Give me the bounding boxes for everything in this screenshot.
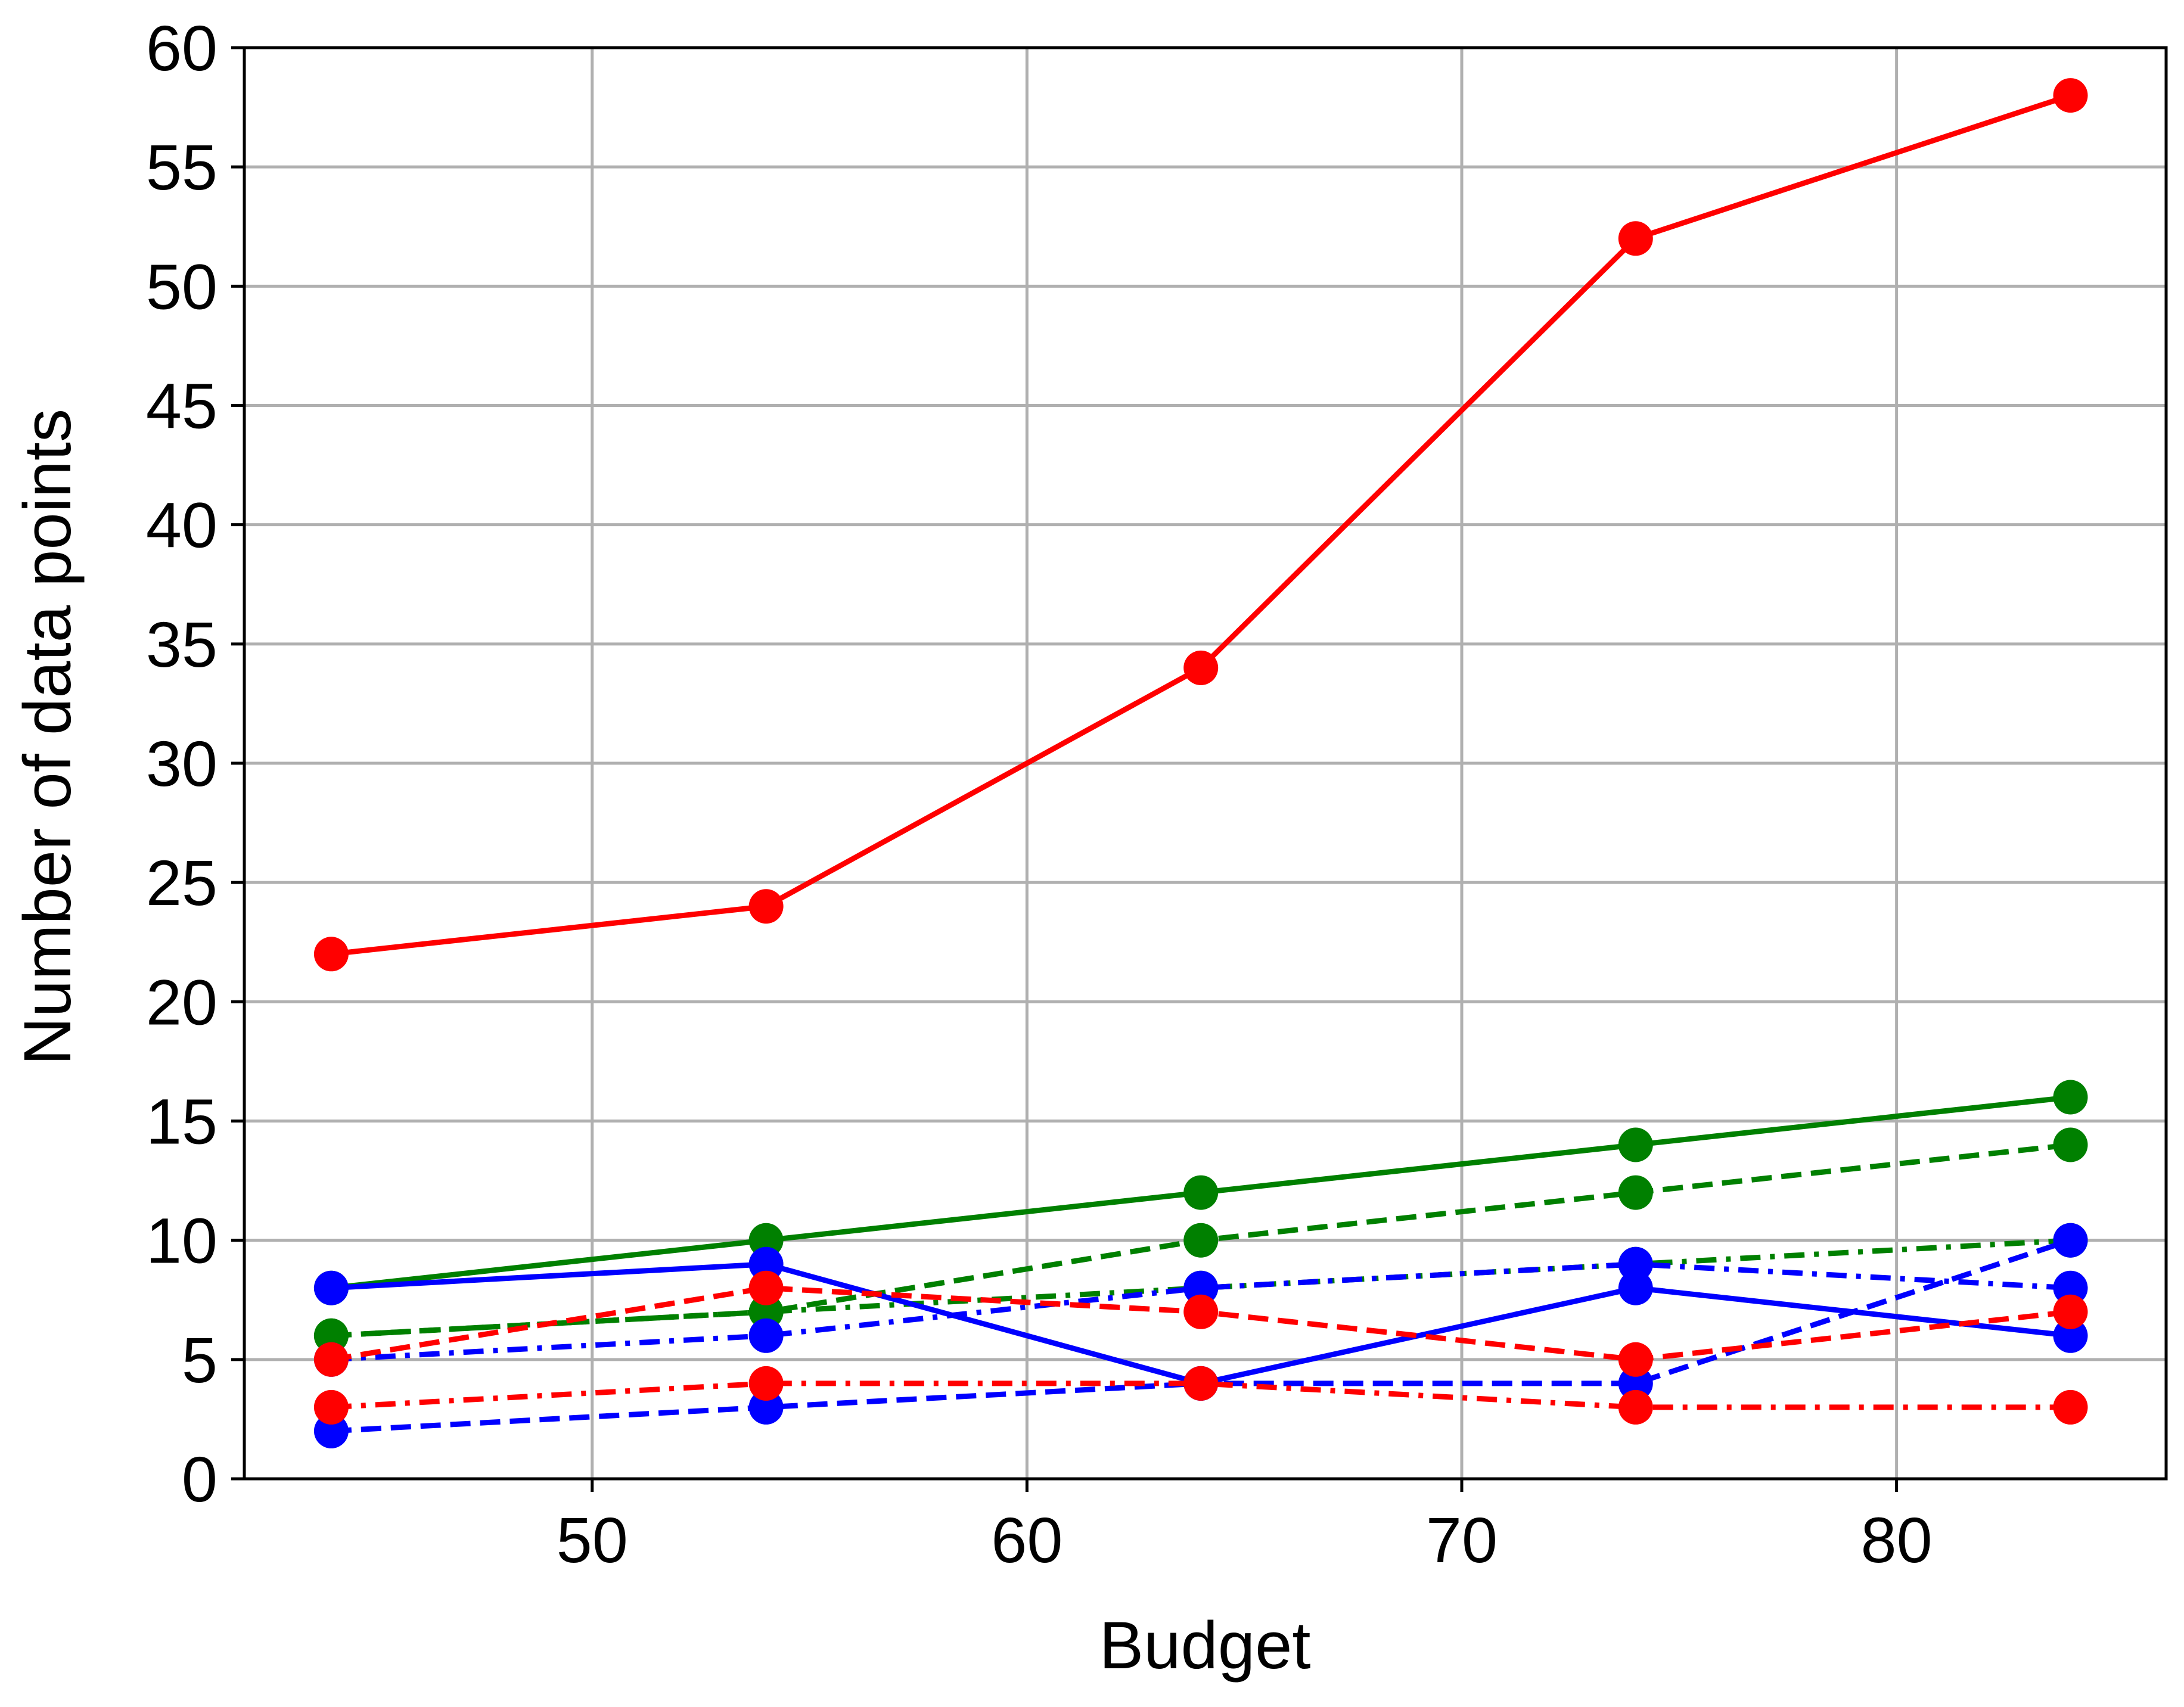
series-4-point-1 [313,1318,349,1353]
series-5-point-4 [1618,1270,1653,1305]
x-tick-label-60: 60 [991,1504,1063,1576]
y-tick-label-60: 60 [146,12,218,84]
y-tick-label-30: 30 [146,727,218,800]
series-4-point-2 [748,1294,784,1329]
series-7-point-5 [2053,1223,2088,1258]
y-tick-label-55: 55 [146,131,218,203]
series-9-point-4 [1618,1389,1653,1425]
series-5-point-1 [313,1270,349,1305]
series-7-point-2 [748,1389,784,1425]
series-1-point-1 [313,937,349,972]
x-tick-label-50: 50 [557,1504,628,1576]
series-8-point-1 [313,1342,349,1377]
x-tick-label-70: 70 [1426,1504,1498,1576]
series-1-point-3 [1183,650,1219,685]
series-7-point-1 [313,1413,349,1448]
series-1-point-4 [1618,221,1653,256]
series-3-point-4 [1618,1175,1653,1210]
series-7-point-4 [1618,1366,1653,1401]
y-tick-label-40: 40 [146,489,218,561]
y-tick-label-20: 20 [146,966,218,1038]
series-9-point-3 [1183,1366,1219,1401]
series-6-point-2 [748,1318,784,1353]
series-3-point-3 [1183,1223,1219,1258]
y-tick-label-50: 50 [146,250,218,322]
series-8-point-5 [2053,1294,2088,1329]
series-3-point-5 [2053,1127,2088,1162]
series-2-point-2 [748,1223,784,1258]
y-axis-title: Number of data points [10,409,85,1065]
x-axis-title: Budget [1099,1608,1311,1683]
series-2-point-5 [2053,1080,2088,1115]
x-tick-label-80: 80 [1861,1504,1933,1576]
series-8-point-2 [748,1270,784,1305]
y-tick-label-35: 35 [146,608,218,680]
series-8-point-4 [1618,1342,1653,1377]
y-tick-label-10: 10 [146,1205,218,1277]
y-tick-label-5: 5 [182,1324,218,1396]
series-6-point-4 [1618,1246,1653,1282]
axis-ticks: 50 60 70 80 0 5 10 15 20 25 30 35 40 45 50 55 60 [146,12,1933,1576]
series-5-point-5 [2053,1318,2088,1353]
series-2-point-4 [1618,1127,1653,1162]
series-8 [313,1270,2088,1377]
series-6-point-5 [2053,1270,2088,1305]
series-9-point-5 [2053,1389,2088,1425]
y-tick-label-45: 45 [146,370,218,442]
series-5-point-2 [748,1246,784,1282]
series-group [313,78,2088,1448]
series-1 [313,78,2088,972]
y-tick-label-15: 15 [146,1086,218,1158]
y-tick-label-0: 0 [182,1443,218,1515]
series-6-point-3 [1183,1270,1219,1305]
series-2-point-3 [1183,1175,1219,1210]
series-8-point-3 [1183,1294,1219,1329]
series-9-point-2 [748,1366,784,1401]
y-tick-label-25: 25 [146,847,218,919]
series-9 [313,1366,2088,1425]
series-1-point-2 [748,889,784,924]
series-9-point-1 [313,1389,349,1425]
series-1-point-5 [2053,78,2088,113]
